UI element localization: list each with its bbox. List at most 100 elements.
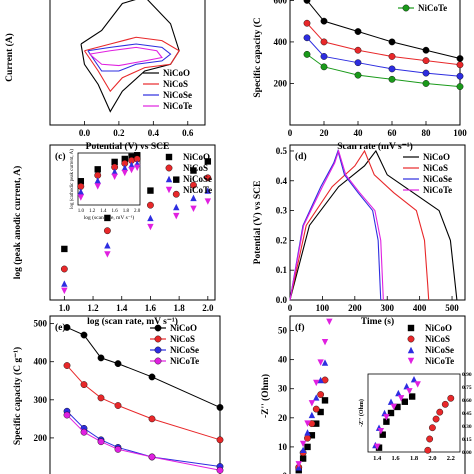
- legend-marker: [165, 153, 173, 161]
- y-tick-label: 0.1: [276, 265, 288, 275]
- inset-x-tick: 1.4: [100, 209, 107, 214]
- data-point: [303, 19, 311, 27]
- inset-point: [377, 428, 385, 435]
- inset-point: [94, 177, 101, 184]
- data-point: [147, 201, 154, 209]
- legend-label: NiCoTe: [425, 356, 454, 366]
- axes-frame-f: [289, 315, 466, 474]
- data-point: [320, 17, 328, 25]
- x-tick-label: 2.0: [202, 303, 214, 313]
- inset-point: [387, 398, 395, 405]
- legend-label: NiCoSe: [163, 90, 192, 100]
- inset-point: [397, 395, 405, 402]
- data-point: [304, 434, 311, 442]
- data-point: [60, 265, 68, 273]
- inset-point: [428, 424, 436, 432]
- data-point: [173, 176, 180, 183]
- data-point: [303, 50, 311, 58]
- y-tick-label: 10: [278, 442, 288, 452]
- data-point: [299, 440, 307, 448]
- data-point: [354, 28, 362, 35]
- inset-point: [121, 155, 128, 163]
- data-point: [326, 318, 333, 326]
- legend-label: NiCoSe: [183, 174, 212, 184]
- legend-label: NiCoSe: [170, 345, 199, 355]
- legend-label: NiCoSe: [423, 174, 452, 184]
- x-tick-label: 0: [288, 303, 293, 313]
- inset-point: [424, 446, 432, 454]
- inset-point: [441, 400, 449, 408]
- data-point: [422, 69, 430, 77]
- y-tick-label: 50: [278, 326, 288, 336]
- data-point: [317, 376, 324, 384]
- inset-y-tick: 0.90: [462, 372, 472, 378]
- y-tick-label: 0.5: [276, 146, 288, 156]
- legend-label: NiCoS: [425, 334, 450, 344]
- inset-point: [375, 444, 383, 451]
- data-point: [104, 214, 111, 222]
- x-tick-label: 100: [316, 303, 330, 313]
- legend-label: NiCoS: [163, 79, 188, 89]
- x-tick-label: 60: [388, 128, 398, 138]
- data-point: [317, 391, 325, 398]
- data-point: [422, 80, 430, 87]
- inset-x-tick: 1.8: [410, 455, 419, 462]
- panels: 0.0 0.2 0.4 0.6NiCoONiCoSNiCoSeNiCoTePotent…: [4, 0, 472, 474]
- inset-y-label: -Z'' (Ohm): [358, 399, 365, 427]
- data-point: [388, 53, 396, 60]
- x-tick-label: 40: [354, 128, 364, 138]
- inset-point: [410, 376, 418, 383]
- x-tick-label: 1.4: [116, 303, 128, 313]
- data-point: [80, 428, 88, 436]
- series-line: [306, 53, 461, 88]
- data-point: [354, 59, 362, 67]
- data-point: [304, 443, 311, 451]
- series-line: [66, 414, 221, 471]
- data-point: [216, 404, 224, 411]
- y-tick-label: 400: [274, 37, 288, 47]
- data-point: [147, 214, 154, 222]
- y-axis-label: Specific capacity (C g⁻¹): [12, 347, 23, 445]
- axes-frame-a: [49, 0, 206, 126]
- legend-marker: [407, 346, 415, 354]
- data-point: [308, 411, 316, 419]
- x-axis-label: Potential (V) vs SCE: [86, 141, 170, 152]
- data-point: [97, 394, 105, 402]
- legend-marker: [165, 186, 173, 194]
- y-axis-label: -Z'' (Ohm): [260, 374, 271, 418]
- inset-point: [394, 403, 401, 411]
- x-tick-label: 1.0: [59, 303, 71, 313]
- x-tick-label: 0.6: [182, 128, 194, 138]
- inset-y-tick: 0.00: [462, 450, 472, 456]
- series-line: [66, 365, 221, 441]
- panel-label: (c): [55, 151, 66, 162]
- inset-point: [77, 178, 85, 185]
- y-tick-label: 0.3: [276, 206, 288, 216]
- legend-marker: [407, 335, 415, 343]
- y-tick-label: 0.2: [276, 235, 288, 245]
- x-tick-label: 1.2: [87, 303, 99, 313]
- data-point: [114, 445, 122, 453]
- data-point: [61, 245, 68, 253]
- data-point: [313, 379, 320, 387]
- inset-point: [436, 408, 444, 416]
- y-axis-label: Specific capacity (C: [252, 17, 263, 97]
- y-tick-label: 0.0: [276, 295, 288, 305]
- legend-label: NiCoO: [183, 152, 210, 162]
- cv-curve-nicote: [89, 46, 163, 67]
- panel-label: (d): [295, 151, 307, 162]
- inset-point: [387, 409, 395, 417]
- data-point: [190, 205, 197, 213]
- y-tick-label: 200: [274, 78, 288, 88]
- inset-point: [406, 388, 413, 395]
- y-tick-label: 600: [274, 0, 288, 5]
- data-point: [308, 432, 316, 439]
- data-point: [303, 0, 311, 4]
- inset-y-label: log (cathodic peak current, A): [70, 149, 75, 209]
- inset-point: [133, 164, 141, 172]
- data-point: [97, 438, 105, 446]
- inset-point: [432, 415, 440, 423]
- y-tick-label: 200: [34, 433, 48, 443]
- y-tick-label: 0.4: [276, 176, 288, 186]
